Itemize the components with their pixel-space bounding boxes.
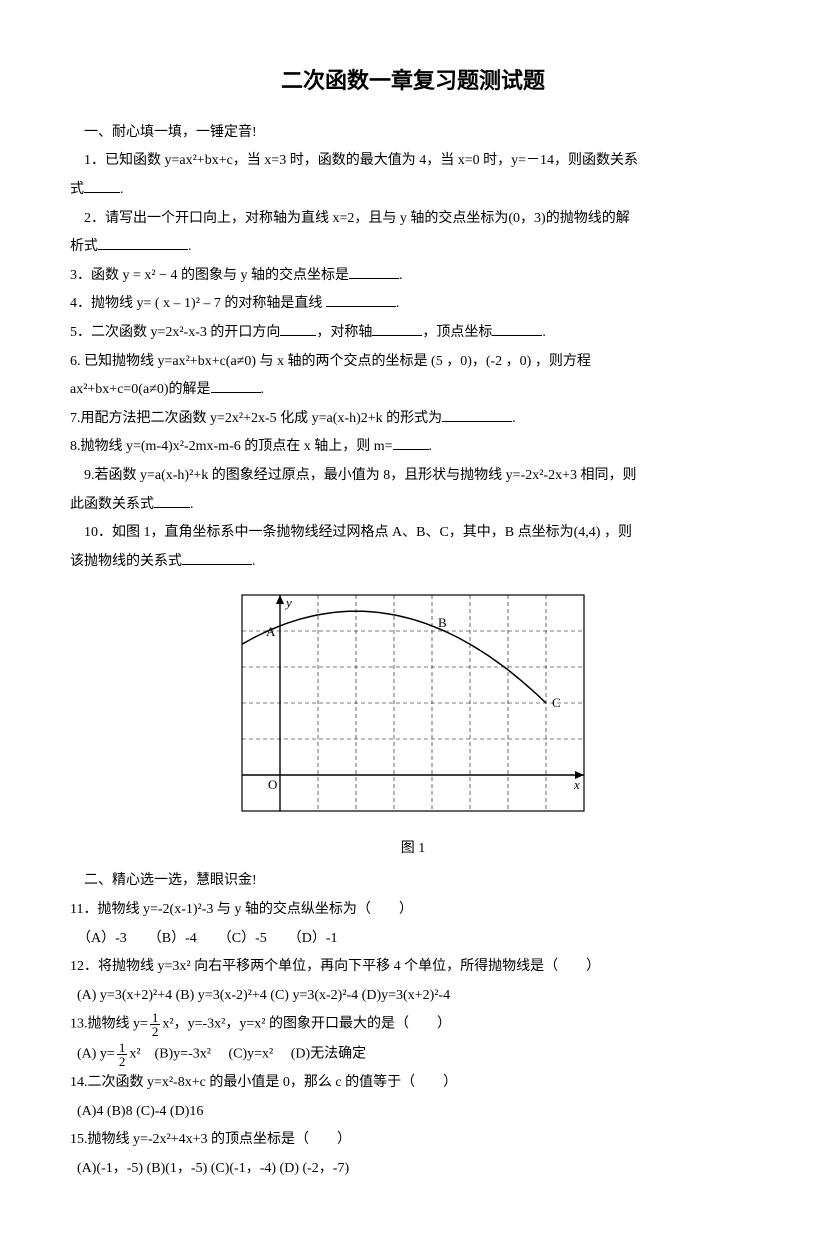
q4-text: 4．抛物线 y= ( x – 1)² – 7 的对称轴是直线 xyxy=(70,296,326,311)
q4-end: . xyxy=(396,296,400,311)
q2-blank xyxy=(98,235,188,250)
q9-text: 此函数关系式 xyxy=(70,497,154,512)
q6-end: . xyxy=(261,382,265,397)
q13-optA-post: x² xyxy=(129,1046,140,1061)
q9-blank xyxy=(154,493,190,508)
q5-a: 5．二次函数 y=2x²-x-3 的开口方向 xyxy=(70,325,280,340)
q1-line1: 1．已知函数 y=ax²+bx+c，当 x=3 时，函数的最大值为 4，当 x=… xyxy=(70,148,756,175)
q11: 11．抛物线 y=-2(x-1)²-3 与 y 轴的交点纵坐标为（ ） xyxy=(70,897,756,924)
q1-line2: 式. xyxy=(70,177,756,204)
q1-text: 式 xyxy=(70,182,84,197)
q2-text: 析式 xyxy=(70,239,98,254)
q5-blank1 xyxy=(280,321,316,336)
q7-blank xyxy=(442,407,512,422)
q10-line1: 10．如图 1，直角坐标系中一条抛物线经过网格点 A、B、C，其中，B 点坐标为… xyxy=(70,520,756,547)
frac-half-1: 12 xyxy=(150,1011,161,1038)
svg-text:C: C xyxy=(552,695,561,710)
q4-blank xyxy=(326,292,396,307)
q13-options: (A) y=12x² (B)y=-3x² (C)y=x² (D)无法确定 xyxy=(77,1041,756,1068)
q12: 12．将抛物线 y=3x² 向右平移两个单位，再向下平移 4 个单位，所得抛物线… xyxy=(70,954,756,981)
q8-text: 8.抛物线 y=(m-4)x²-2mx-m-6 的顶点在 x 轴上，则 m= xyxy=(70,439,393,454)
q10-text: 该抛物线的关系式 xyxy=(70,554,182,569)
q6-line2: ax²+bx+c=0(a≠0)的解是. xyxy=(70,377,756,404)
parabola-chart: y x O A B C xyxy=(232,585,594,821)
q15: 15.抛物线 y=-2x²+4x+3 的顶点坐标是（ ） xyxy=(70,1127,756,1154)
q5-n: ，顶点坐标 xyxy=(422,325,492,340)
q13-rest: (B)y=-3x² (C)y=x² (D)无法确定 xyxy=(155,1046,367,1061)
q9-end: . xyxy=(190,497,194,512)
section-1-heading: 一、耐心填一填，一锤定音! xyxy=(70,120,756,147)
section-2-heading: 二、精心选一选，慧眼识金! xyxy=(70,868,756,895)
q11-options: （A）-3 （B）-4 （C）-5 （D）-1 xyxy=(77,926,756,953)
figure-1: y x O A B C 图 1 xyxy=(70,585,756,862)
q2-line1: 2．请写出一个开口向上，对称轴为直线 x=2，且与 y 轴的交点坐标为(0，3)… xyxy=(70,206,756,233)
q2-end: . xyxy=(188,239,192,254)
q8-end: . xyxy=(429,439,433,454)
q6-blank xyxy=(211,378,261,393)
q10-line2: 该抛物线的关系式. xyxy=(70,549,756,576)
q15-options: (A)(-1，-5) (B)(1，-5) (C)(-1，-4) (D) (-2，… xyxy=(77,1156,756,1183)
q5-blank3 xyxy=(492,321,542,336)
frac-half-2: 12 xyxy=(117,1041,128,1068)
svg-text:x: x xyxy=(573,777,580,792)
q5-m: ，对称轴 xyxy=(316,325,372,340)
q1-blank xyxy=(84,178,120,193)
svg-text:y: y xyxy=(284,595,292,610)
q9-line1: 9.若函数 y=a(x-h)²+k 的图象经过原点，最小值为 8，且形状与抛物线… xyxy=(70,463,756,490)
q14-options: (A)4 (B)8 (C)-4 (D)16 xyxy=(77,1099,756,1126)
q13-optA-pre: (A) y= xyxy=(77,1046,115,1061)
q9-line2: 此函数关系式. xyxy=(70,492,756,519)
svg-text:A: A xyxy=(266,624,276,639)
q5-end: . xyxy=(542,325,546,340)
q5: 5．二次函数 y=2x²-x-3 的开口方向 ，对称轴 ，顶点坐标. xyxy=(70,320,756,347)
q6-text: ax²+bx+c=0(a≠0)的解是 xyxy=(70,382,211,397)
svg-text:O: O xyxy=(268,777,277,792)
q13: 13.抛物线 y=12x²，y=-3x²，y=x² 的图象开口最大的是（ ） xyxy=(70,1011,756,1038)
q3-blank xyxy=(349,264,399,279)
svg-text:B: B xyxy=(438,615,447,630)
q7: 7.用配方法把二次函数 y=2x²+2x-5 化成 y=a(x-h)2+k 的形… xyxy=(70,406,756,433)
q13-a: 13.抛物线 y= xyxy=(70,1017,148,1032)
figure-caption: 图 1 xyxy=(70,836,756,863)
q3-end: . xyxy=(399,268,403,283)
q3-text: 3．函数 y = x² − 4 的图象与 y 轴的交点坐标是 xyxy=(70,268,349,283)
q3: 3．函数 y = x² − 4 的图象与 y 轴的交点坐标是. xyxy=(70,263,756,290)
q10-end: . xyxy=(252,554,256,569)
q8: 8.抛物线 y=(m-4)x²-2mx-m-6 的顶点在 x 轴上，则 m=. xyxy=(70,434,756,461)
q8-blank xyxy=(393,435,429,450)
q7-text: 7.用配方法把二次函数 y=2x²+2x-5 化成 y=a(x-h)2+k 的形… xyxy=(70,411,442,426)
q5-blank2 xyxy=(372,321,422,336)
q10-blank xyxy=(182,550,252,565)
page-title: 二次函数一章复习题测试题 xyxy=(70,60,756,102)
q2-line2: 析式. xyxy=(70,234,756,261)
q12-options: (A) y=3(x+2)²+4 (B) y=3(x-2)²+4 (C) y=3(… xyxy=(77,983,756,1010)
q14: 14.二次函数 y=x²-8x+c 的最小值是 0，那么 c 的值等于（ ） xyxy=(70,1070,756,1097)
q1-end: . xyxy=(120,182,124,197)
q6-line1: 6. 已知抛物线 y=ax²+bx+c(a≠0) 与 x 轴的两个交点的坐标是 … xyxy=(70,349,756,376)
q4: 4．抛物线 y= ( x – 1)² – 7 的对称轴是直线 . xyxy=(70,291,756,318)
q13-b: x²，y=-3x²，y=x² 的图象开口最大的是（ ） xyxy=(162,1017,451,1032)
q7-end: . xyxy=(512,411,516,426)
